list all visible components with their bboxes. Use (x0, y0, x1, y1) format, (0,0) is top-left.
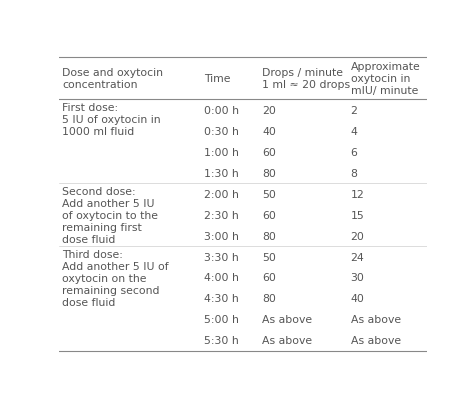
Text: 8: 8 (351, 168, 357, 178)
Text: Third dose:
Add another 5 IU of
oxytocin on the
remaining second
dose fluid: Third dose: Add another 5 IU of oxytocin… (62, 249, 169, 307)
Text: 50: 50 (263, 189, 276, 199)
Text: 2:00 h: 2:00 h (204, 189, 238, 199)
Text: 4: 4 (351, 126, 357, 136)
Text: Approximate
oxytocin in
mIU/ minute: Approximate oxytocin in mIU/ minute (351, 62, 420, 96)
Text: 12: 12 (351, 189, 365, 199)
Text: As above: As above (263, 315, 312, 325)
Text: 20: 20 (351, 231, 365, 241)
Text: 2: 2 (351, 105, 357, 115)
Text: 24: 24 (351, 252, 365, 262)
Text: 4:30 h: 4:30 h (204, 294, 238, 304)
Text: 60: 60 (263, 210, 276, 220)
Text: 0:30 h: 0:30 h (204, 126, 238, 136)
Text: 80: 80 (263, 294, 276, 304)
Text: 1:00 h: 1:00 h (204, 147, 238, 157)
Text: 80: 80 (263, 231, 276, 241)
Text: As above: As above (351, 315, 401, 325)
Text: 60: 60 (263, 273, 276, 283)
Text: 20: 20 (263, 105, 276, 115)
Text: Second dose:
Add another 5 IU
of oxytocin to the
remaining first
dose fluid: Second dose: Add another 5 IU of oxytoci… (62, 186, 158, 244)
Text: 30: 30 (351, 273, 365, 283)
Text: First dose:
5 IU of oxytocin in
1000 ml fluid: First dose: 5 IU of oxytocin in 1000 ml … (62, 102, 161, 136)
Text: 2:30 h: 2:30 h (204, 210, 238, 220)
Text: As above: As above (263, 336, 312, 345)
Text: 6: 6 (351, 147, 357, 157)
Text: As above: As above (351, 336, 401, 345)
Text: 80: 80 (263, 168, 276, 178)
Text: 3:30 h: 3:30 h (204, 252, 238, 262)
Text: 4:00 h: 4:00 h (204, 273, 238, 283)
Text: 15: 15 (351, 210, 365, 220)
Text: 60: 60 (263, 147, 276, 157)
Text: 50: 50 (263, 252, 276, 262)
Text: Drops / minute
1 ml ≈ 20 drops: Drops / minute 1 ml ≈ 20 drops (263, 68, 350, 90)
Text: 3:00 h: 3:00 h (204, 231, 238, 241)
Text: 40: 40 (263, 126, 276, 136)
Text: 5:00 h: 5:00 h (204, 315, 238, 325)
Text: 0:00 h: 0:00 h (204, 105, 238, 115)
Text: Dose and oxytocin
concentration: Dose and oxytocin concentration (62, 68, 163, 90)
Text: 1:30 h: 1:30 h (204, 168, 238, 178)
Text: 40: 40 (351, 294, 365, 304)
Text: Time: Time (204, 74, 230, 84)
Text: 5:30 h: 5:30 h (204, 336, 238, 345)
